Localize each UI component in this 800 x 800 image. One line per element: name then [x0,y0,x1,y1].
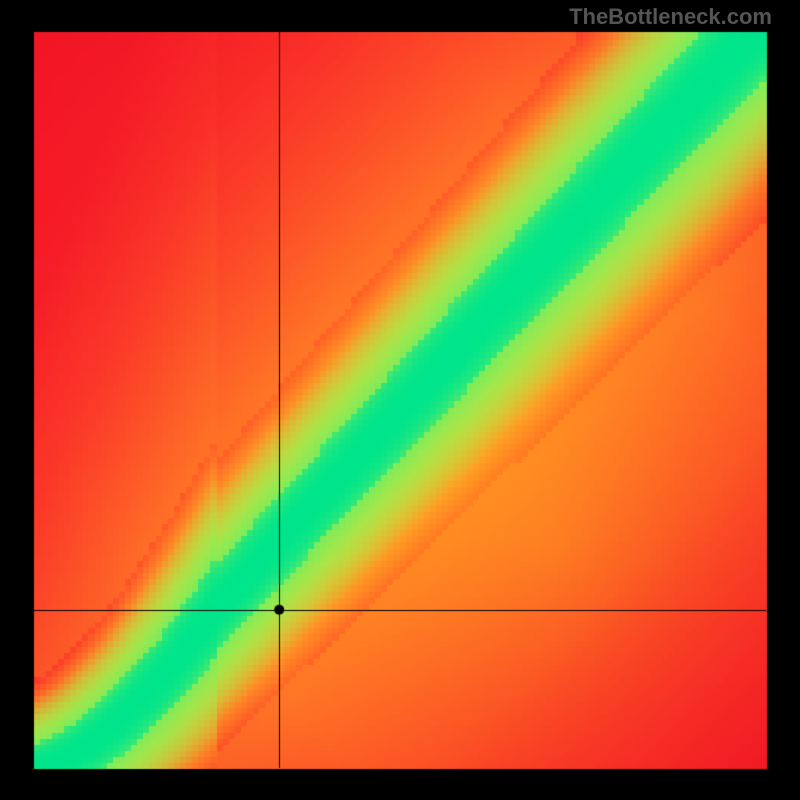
attribution-text: TheBottleneck.com [569,4,772,30]
bottleneck-heatmap [0,0,800,800]
